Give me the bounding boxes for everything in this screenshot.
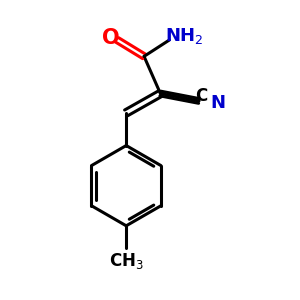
Text: N: N — [210, 94, 225, 112]
Text: CH$_3$: CH$_3$ — [109, 250, 144, 271]
Text: C: C — [195, 87, 208, 105]
Text: NH$_2$: NH$_2$ — [165, 26, 203, 46]
Text: O: O — [102, 28, 120, 48]
